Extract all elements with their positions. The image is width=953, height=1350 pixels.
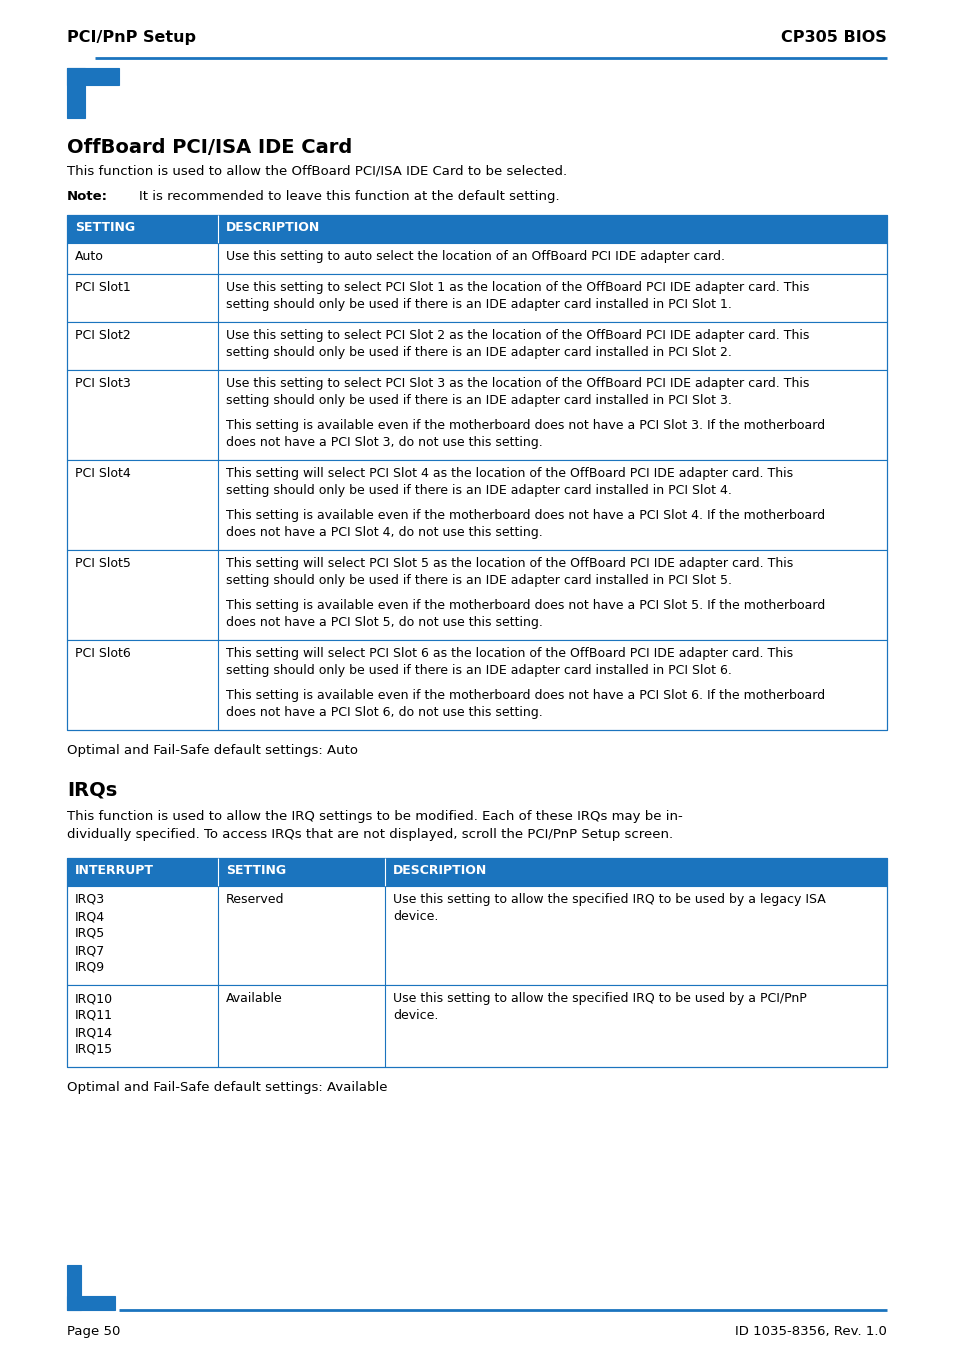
Text: Use this setting to auto select the location of an OffBoard PCI IDE adapter card: Use this setting to auto select the loca… xyxy=(226,250,724,263)
Text: IRQ15: IRQ15 xyxy=(75,1044,113,1056)
Text: does not have a PCI Slot 3, do not use this setting.: does not have a PCI Slot 3, do not use t… xyxy=(226,436,542,450)
Text: This setting will select PCI Slot 4 as the location of the OffBoard PCI IDE adap: This setting will select PCI Slot 4 as t… xyxy=(226,467,792,481)
Text: setting should only be used if there is an IDE adapter card installed in PCI Slo: setting should only be used if there is … xyxy=(226,485,731,497)
Text: Page 50: Page 50 xyxy=(67,1324,120,1338)
Bar xyxy=(67,215,886,243)
Text: setting should only be used if there is an IDE adapter card installed in PCI Slo: setting should only be used if there is … xyxy=(226,664,731,676)
Bar xyxy=(67,68,119,85)
Text: IRQ7: IRQ7 xyxy=(75,944,105,957)
Text: Optimal and Fail-Safe default settings: Available: Optimal and Fail-Safe default settings: … xyxy=(67,1081,387,1094)
Bar xyxy=(67,243,886,274)
Text: PCI Slot2: PCI Slot2 xyxy=(75,329,131,342)
Bar xyxy=(67,886,886,986)
Text: IRQs: IRQs xyxy=(67,780,117,799)
Text: IRQ3: IRQ3 xyxy=(75,892,105,906)
Text: Use this setting to allow the specified IRQ to be used by a legacy ISA: Use this setting to allow the specified … xyxy=(393,892,825,906)
Text: Optimal and Fail-Safe default settings: Auto: Optimal and Fail-Safe default settings: … xyxy=(67,744,357,757)
Text: IRQ10: IRQ10 xyxy=(75,992,113,1004)
Text: device.: device. xyxy=(393,1008,438,1022)
Text: ID 1035-8356, Rev. 1.0: ID 1035-8356, Rev. 1.0 xyxy=(735,1324,886,1338)
Text: Auto: Auto xyxy=(75,250,104,263)
Bar xyxy=(67,274,886,323)
Bar xyxy=(67,549,886,640)
Text: does not have a PCI Slot 5, do not use this setting.: does not have a PCI Slot 5, do not use t… xyxy=(226,616,542,629)
Text: SETTING: SETTING xyxy=(75,221,135,234)
Text: PCI Slot5: PCI Slot5 xyxy=(75,558,131,570)
Bar xyxy=(67,640,886,730)
Text: setting should only be used if there is an IDE adapter card installed in PCI Slo: setting should only be used if there is … xyxy=(226,574,731,587)
Text: SETTING: SETTING xyxy=(226,864,286,878)
Text: PCI Slot3: PCI Slot3 xyxy=(75,377,131,390)
Text: device.: device. xyxy=(393,910,438,923)
Text: This function is used to allow the IRQ settings to be modified. Each of these IR: This function is used to allow the IRQ s… xyxy=(67,810,682,824)
Bar xyxy=(67,323,886,370)
Text: Reserved: Reserved xyxy=(226,892,284,906)
Text: This setting is available even if the motherboard does not have a PCI Slot 3. If: This setting is available even if the mo… xyxy=(226,418,824,432)
Text: dividually specified. To access IRQs that are not displayed, scroll the PCI/PnP : dividually specified. To access IRQs tha… xyxy=(67,828,673,841)
Text: DESCRIPTION: DESCRIPTION xyxy=(393,864,487,878)
Text: Use this setting to select PCI Slot 1 as the location of the OffBoard PCI IDE ad: Use this setting to select PCI Slot 1 as… xyxy=(226,281,808,294)
Text: Use this setting to select PCI Slot 3 as the location of the OffBoard PCI IDE ad: Use this setting to select PCI Slot 3 as… xyxy=(226,377,808,390)
Bar xyxy=(67,460,886,549)
Text: IRQ9: IRQ9 xyxy=(75,961,105,973)
Text: Use this setting to allow the specified IRQ to be used by a PCI/PnP: Use this setting to allow the specified … xyxy=(393,992,806,1004)
Bar xyxy=(67,859,886,886)
Bar xyxy=(67,370,886,460)
Text: OffBoard PCI/ISA IDE Card: OffBoard PCI/ISA IDE Card xyxy=(67,138,352,157)
Text: PCI Slot4: PCI Slot4 xyxy=(75,467,131,481)
Text: PCI/PnP Setup: PCI/PnP Setup xyxy=(67,30,195,45)
Text: This setting is available even if the motherboard does not have a PCI Slot 6. If: This setting is available even if the mo… xyxy=(226,688,824,702)
Text: IRQ14: IRQ14 xyxy=(75,1026,112,1040)
Text: setting should only be used if there is an IDE adapter card installed in PCI Slo: setting should only be used if there is … xyxy=(226,346,731,359)
Text: PCI Slot1: PCI Slot1 xyxy=(75,281,131,294)
Text: This setting is available even if the motherboard does not have a PCI Slot 4. If: This setting is available even if the mo… xyxy=(226,509,824,522)
Text: This setting will select PCI Slot 6 as the location of the OffBoard PCI IDE adap: This setting will select PCI Slot 6 as t… xyxy=(226,647,792,660)
Text: IRQ5: IRQ5 xyxy=(75,927,105,940)
Text: It is recommended to leave this function at the default setting.: It is recommended to leave this function… xyxy=(139,190,559,202)
Bar xyxy=(67,986,886,1066)
Text: DESCRIPTION: DESCRIPTION xyxy=(226,221,320,234)
Text: CP305 BIOS: CP305 BIOS xyxy=(781,30,886,45)
Bar xyxy=(67,1265,81,1310)
Text: PCI Slot6: PCI Slot6 xyxy=(75,647,131,660)
Text: setting should only be used if there is an IDE adapter card installed in PCI Slo: setting should only be used if there is … xyxy=(226,394,731,406)
Text: This function is used to allow the OffBoard PCI/ISA IDE Card to be selected.: This function is used to allow the OffBo… xyxy=(67,165,566,178)
Text: does not have a PCI Slot 6, do not use this setting.: does not have a PCI Slot 6, do not use t… xyxy=(226,706,542,720)
Text: Available: Available xyxy=(226,992,282,1004)
Text: does not have a PCI Slot 4, do not use this setting.: does not have a PCI Slot 4, do not use t… xyxy=(226,526,542,539)
Text: Note:: Note: xyxy=(67,190,108,202)
Text: This setting is available even if the motherboard does not have a PCI Slot 5. If: This setting is available even if the mo… xyxy=(226,599,824,612)
Text: This setting will select PCI Slot 5 as the location of the OffBoard PCI IDE adap: This setting will select PCI Slot 5 as t… xyxy=(226,558,792,570)
Bar xyxy=(67,68,85,117)
Bar xyxy=(67,1296,115,1310)
Text: INTERRUPT: INTERRUPT xyxy=(75,864,153,878)
Text: Use this setting to select PCI Slot 2 as the location of the OffBoard PCI IDE ad: Use this setting to select PCI Slot 2 as… xyxy=(226,329,808,342)
Bar xyxy=(67,215,886,730)
Text: IRQ4: IRQ4 xyxy=(75,910,105,923)
Text: setting should only be used if there is an IDE adapter card installed in PCI Slo: setting should only be used if there is … xyxy=(226,298,731,311)
Text: IRQ11: IRQ11 xyxy=(75,1008,112,1022)
Bar xyxy=(67,859,886,1066)
